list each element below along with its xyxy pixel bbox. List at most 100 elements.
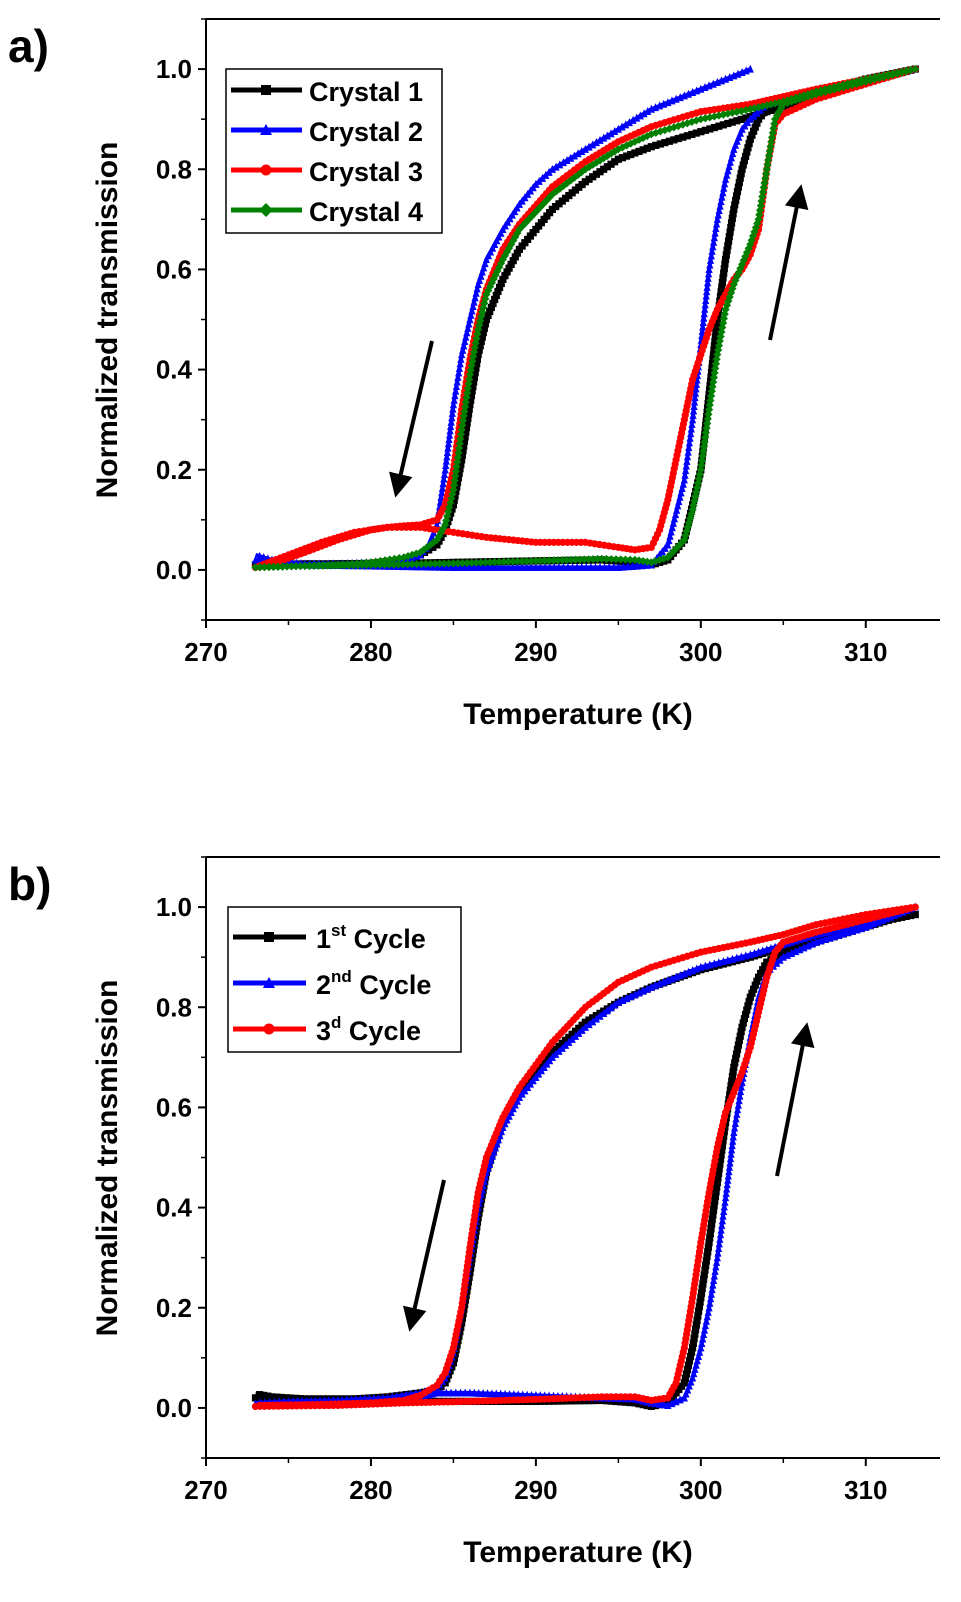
x-tick-label: 280 — [349, 637, 392, 667]
data-point — [468, 306, 476, 315]
data-point — [712, 1188, 720, 1196]
data-point — [746, 135, 754, 143]
data-point — [538, 173, 547, 182]
data-point — [273, 562, 283, 571]
data-point — [492, 291, 500, 300]
data-point — [718, 1141, 727, 1150]
data-point — [457, 354, 465, 363]
data-point — [685, 1381, 693, 1390]
data-point — [558, 556, 567, 565]
data-point — [527, 563, 535, 572]
data-point — [783, 98, 792, 107]
data-point — [603, 131, 611, 140]
data-point — [710, 1202, 718, 1210]
y-tick-label: 0.0 — [156, 1393, 192, 1423]
data-point — [714, 1169, 723, 1177]
data-point — [655, 101, 664, 110]
data-point — [701, 114, 710, 123]
data-point — [679, 133, 687, 141]
data-point — [630, 137, 639, 146]
data-point — [775, 107, 784, 116]
legend-swatch-circle-marker — [263, 1023, 275, 1035]
data-point — [672, 972, 680, 981]
data-point — [535, 176, 543, 185]
data-point — [684, 1385, 692, 1394]
data-point — [734, 1041, 743, 1049]
data-point — [710, 346, 718, 355]
panel-a-xlabel: Temperature (K) — [463, 698, 692, 731]
data-point — [693, 479, 703, 488]
data-point — [451, 492, 459, 500]
data-point — [686, 1352, 695, 1361]
data-point — [670, 546, 679, 555]
data-point — [683, 452, 692, 461]
data-point — [713, 320, 721, 328]
data-point — [256, 551, 264, 560]
data-point — [702, 291, 710, 300]
data-point — [712, 324, 720, 332]
data-point — [585, 1016, 593, 1024]
data-point — [683, 132, 691, 140]
data-point — [438, 488, 446, 497]
data-point — [735, 132, 743, 141]
data-point — [680, 1379, 688, 1387]
data-point — [803, 92, 813, 101]
data-point — [711, 333, 719, 341]
data-point — [706, 396, 715, 405]
data-point — [672, 94, 680, 103]
data-point — [580, 555, 589, 564]
data-point — [799, 93, 809, 102]
data-point — [750, 111, 758, 120]
data-point — [694, 1307, 703, 1315]
data-point — [686, 514, 695, 523]
data-point — [652, 141, 660, 149]
data-point — [711, 359, 721, 368]
data-point — [716, 1160, 724, 1168]
data-point — [728, 954, 736, 963]
data-point — [556, 160, 564, 169]
data-point — [728, 214, 736, 223]
data-point — [463, 384, 472, 393]
data-point — [699, 1330, 708, 1339]
data-point — [458, 420, 467, 430]
data-point — [713, 1253, 721, 1262]
data-point — [703, 414, 712, 423]
data-point — [690, 1335, 698, 1343]
y-tick-label: 0.8 — [156, 992, 192, 1022]
data-point — [762, 165, 771, 174]
data-point — [703, 1312, 711, 1321]
data-point — [779, 100, 788, 109]
data-point — [722, 251, 730, 259]
data-point — [518, 563, 526, 572]
data-point — [300, 561, 310, 571]
data-point — [349, 561, 358, 570]
data-point — [621, 555, 630, 564]
data-point — [712, 219, 721, 228]
data-point — [691, 1330, 699, 1338]
data-point — [639, 133, 648, 143]
data-point — [446, 426, 454, 435]
data-point — [693, 964, 701, 973]
data-point — [291, 562, 301, 571]
data-point — [732, 196, 740, 205]
data-point — [622, 120, 630, 129]
data-point — [725, 161, 733, 170]
data-point — [426, 559, 435, 568]
data-point — [380, 560, 389, 569]
data-point — [750, 985, 758, 993]
data-point — [711, 1266, 719, 1275]
data-point — [497, 279, 505, 288]
data-point — [452, 462, 461, 471]
data-point — [614, 124, 622, 133]
data-point — [702, 1257, 710, 1265]
data-point — [353, 561, 362, 570]
data-point — [449, 400, 458, 409]
panel-b-ylabel: Normalized transmission — [91, 980, 124, 1337]
data-point — [733, 272, 742, 281]
data-point — [647, 143, 655, 151]
data-point — [770, 119, 779, 128]
data-point — [770, 115, 780, 124]
data-point — [704, 269, 713, 278]
data-point — [707, 391, 716, 400]
data-point — [484, 311, 492, 320]
